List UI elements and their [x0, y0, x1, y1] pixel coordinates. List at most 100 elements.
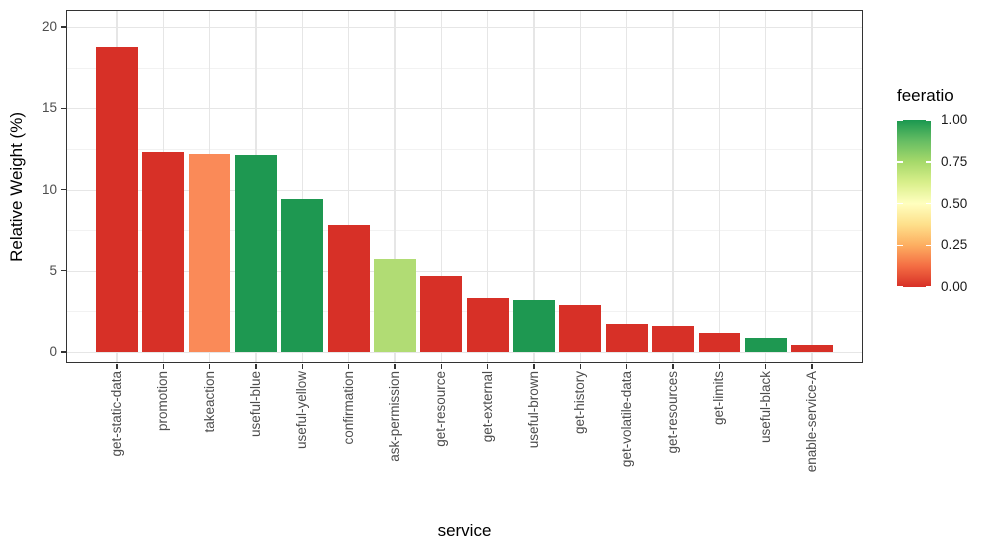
x-tick	[811, 363, 813, 369]
x-axis-title: service	[437, 521, 492, 540]
bar	[188, 153, 231, 352]
gridline-minor	[66, 311, 863, 313]
plot-panel	[66, 10, 863, 363]
y-tick	[60, 107, 66, 109]
gridline-vertical	[301, 10, 303, 363]
x-tick	[718, 363, 721, 369]
y-tick	[60, 270, 66, 272]
x-tick	[394, 363, 396, 369]
x-tick	[764, 363, 767, 369]
x-tick	[162, 363, 164, 369]
x-tick	[440, 363, 443, 369]
bar	[791, 344, 833, 352]
x-tick-label: get-static-data	[108, 370, 124, 457]
gridline-minor	[66, 67, 863, 69]
bar	[142, 152, 185, 352]
gridline-vertical	[672, 10, 674, 363]
legend-title: feeratio	[897, 86, 954, 105]
x-tick	[672, 363, 674, 369]
x-tick-label: get-external	[479, 370, 495, 442]
x-tick-label: useful-black	[757, 370, 773, 443]
legend-tick-label: 0.75	[941, 153, 968, 169]
gridline-vertical	[626, 10, 628, 363]
legend-tick	[925, 119, 931, 121]
bar	[559, 304, 602, 352]
bar	[281, 199, 324, 352]
panel-border	[66, 10, 863, 363]
x-tick	[301, 363, 303, 369]
y-tick-label: 0	[49, 344, 57, 359]
gridline-vertical	[394, 10, 396, 363]
gridline-vertical	[440, 10, 442, 363]
gridline-vertical	[348, 10, 350, 363]
gridline-vertical	[533, 10, 535, 363]
x-tick-label: get-volatile-data	[618, 370, 634, 467]
x-tick	[579, 363, 582, 369]
gridline-vertical	[718, 10, 720, 363]
x-tick	[255, 363, 257, 369]
gridline-minor	[66, 230, 863, 232]
y-tick	[60, 351, 66, 353]
x-tick	[625, 363, 628, 369]
bar	[605, 324, 648, 352]
bar	[513, 300, 555, 352]
legend-tick-label: 1.00	[941, 112, 968, 128]
x-tick	[347, 363, 350, 369]
x-tick-label: get-resources	[665, 370, 681, 454]
x-tick	[533, 363, 535, 369]
legend-tick	[925, 202, 931, 205]
bar	[374, 259, 416, 352]
x-tick-label: get-limits	[711, 370, 727, 425]
gridline-vertical	[765, 10, 767, 363]
legend-tick	[897, 244, 903, 247]
y-tick	[60, 188, 66, 191]
legend-tick-label: 0.25	[941, 237, 968, 253]
bar	[698, 332, 741, 352]
x-tick-label: get-resource	[433, 370, 449, 447]
legend-tick	[925, 161, 931, 163]
legend-gradient-bar	[897, 120, 931, 287]
legend-tick	[897, 161, 903, 163]
gridline-major	[66, 108, 863, 110]
gridline-major	[66, 352, 863, 354]
y-tick-label: 20	[41, 19, 57, 34]
bar	[420, 275, 463, 352]
x-tick-label: confirmation	[340, 370, 356, 445]
gridline-vertical	[487, 10, 489, 363]
bar	[744, 338, 787, 352]
gridline-major	[66, 189, 863, 191]
x-tick-label: useful-blue	[247, 370, 263, 437]
bar	[652, 326, 694, 352]
gridline-major	[66, 270, 863, 272]
x-tick	[208, 363, 211, 369]
legend-tick	[897, 119, 903, 121]
bar	[96, 46, 138, 352]
x-tick-label: takeaction	[201, 370, 217, 433]
x-tick-label: promotion	[155, 370, 171, 431]
bar	[327, 225, 370, 352]
legend-tick	[925, 244, 931, 247]
y-tick	[60, 26, 66, 28]
legend-tick-label: 0.00	[941, 279, 968, 294]
bar	[466, 298, 509, 352]
bar	[235, 155, 277, 352]
gridline-vertical	[811, 10, 813, 363]
gridline-minor	[66, 148, 863, 150]
x-tick-label: ask-permission	[386, 370, 402, 462]
legend-tick	[897, 202, 903, 205]
gridline-major	[66, 27, 863, 29]
legend-tick	[897, 286, 903, 288]
x-tick-label: get-history	[572, 370, 588, 434]
legend-tick	[925, 286, 931, 288]
x-tick	[486, 363, 489, 369]
legend-tick-label: 0.50	[941, 195, 968, 211]
y-tick-label: 10	[41, 181, 57, 197]
x-tick-label: useful-yellow	[294, 370, 310, 449]
x-tick-label: enable-service-A	[804, 370, 820, 472]
gridline-vertical	[579, 10, 581, 363]
y-tick-label: 5	[49, 262, 57, 278]
x-tick-label: useful-brown	[526, 370, 541, 448]
y-tick-label: 15	[41, 100, 57, 116]
x-tick	[116, 363, 118, 369]
